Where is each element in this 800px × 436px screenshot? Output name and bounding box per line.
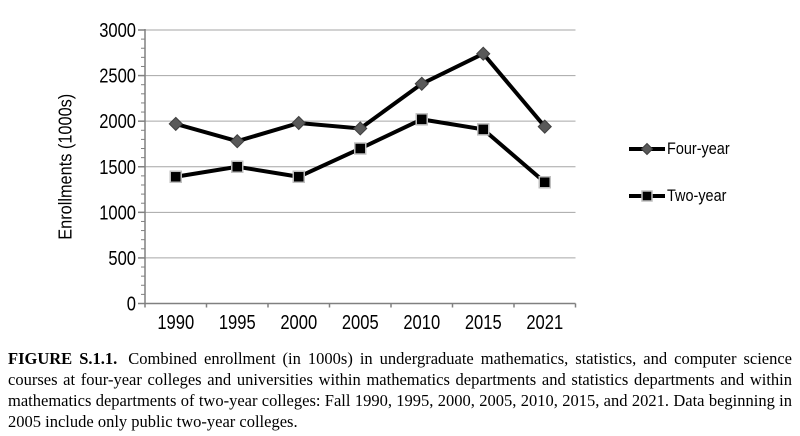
y-tick-label: 3000 xyxy=(99,20,136,42)
two-year-marker xyxy=(169,170,182,184)
y-tick-label: 0 xyxy=(127,294,136,316)
four-year-marker xyxy=(476,46,491,61)
two-year-marker xyxy=(354,142,367,155)
x-tick-label: 1990 xyxy=(157,312,194,334)
x-tick-label: 2000 xyxy=(280,312,317,334)
figure-caption: FIGURE S.1.1. Combined enrollment (in 10… xyxy=(8,348,792,432)
two-year-marker xyxy=(231,160,244,173)
four-year-marker xyxy=(353,121,368,136)
y-tick-label: 2500 xyxy=(99,66,136,88)
enrollment-line-chart: 0 500 1000 1500 2000 2500 3000 1990 1995 2000 2005… xyxy=(56,20,741,334)
legend-item-four-year: Four-year xyxy=(628,138,741,159)
y-tick-label: 1500 xyxy=(99,157,136,179)
legend-label-two-year: Two-year xyxy=(667,185,727,205)
four-year-marker xyxy=(414,76,429,91)
two-year-marker xyxy=(292,170,305,184)
two-year-marker xyxy=(415,113,428,126)
four-year-marker xyxy=(168,116,183,132)
two-year-marker xyxy=(538,175,551,189)
y-tick-label: 1000 xyxy=(99,202,136,224)
y-tick-label: 500 xyxy=(108,248,136,270)
x-tick-label: 2021 xyxy=(526,312,563,334)
four-year-marker xyxy=(291,115,306,131)
x-tick-label: 2010 xyxy=(403,312,440,334)
y-tick-label: 2000 xyxy=(99,111,136,133)
x-tick-label: 1995 xyxy=(219,312,256,334)
four-year-marker xyxy=(537,119,552,134)
four-year-series-icon xyxy=(629,142,665,155)
x-tick-label: 2005 xyxy=(342,312,379,334)
figure-caption-text: Combined enrollment (in 1000s) in underg… xyxy=(8,349,793,431)
figure-caption-label: FIGURE S.1.1. xyxy=(8,349,118,368)
y-axis-title: Enrollments (1000s) xyxy=(56,94,76,240)
two-year-series-icon xyxy=(629,189,665,202)
legend-item-two-year: Two-year xyxy=(628,185,741,206)
four-year-marker xyxy=(230,134,245,149)
chart-legend: Four-year Two-year xyxy=(628,138,741,206)
two-year-marker xyxy=(477,123,490,136)
x-tick-label: 2015 xyxy=(465,312,502,334)
line-chart-canvas: 0 500 1000 1500 2000 2500 3000 1990 1995 2000 2005… xyxy=(56,20,577,334)
legend-label-four-year: Four-year xyxy=(667,138,730,158)
